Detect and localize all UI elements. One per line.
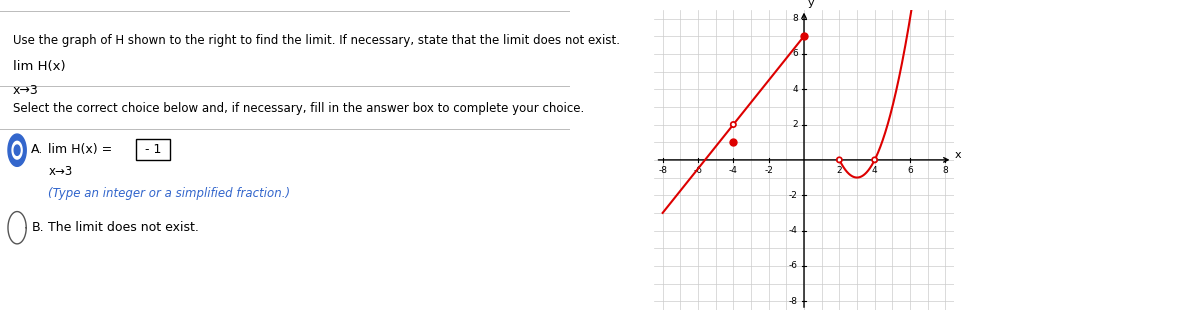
Text: Select the correct choice below and, if necessary, fill in the answer box to com: Select the correct choice below and, if … (12, 102, 583, 115)
Text: 4: 4 (872, 166, 877, 175)
Text: 4: 4 (792, 85, 798, 94)
Polygon shape (12, 141, 22, 159)
Circle shape (732, 123, 736, 126)
Text: 8: 8 (792, 14, 798, 23)
Text: 8: 8 (942, 166, 948, 175)
Text: 6: 6 (792, 49, 798, 58)
Text: lim H(x) =: lim H(x) = (48, 143, 113, 156)
Text: lim H(x): lim H(x) (12, 60, 65, 73)
Circle shape (838, 158, 841, 162)
Text: x→3: x→3 (12, 84, 38, 97)
Text: 2: 2 (836, 166, 842, 175)
Text: - 1: - 1 (145, 143, 162, 156)
Polygon shape (14, 145, 20, 155)
Circle shape (872, 158, 876, 162)
Text: -4: -4 (788, 226, 798, 235)
Text: (Type an integer or a simplified fraction.): (Type an integer or a simplified fractio… (48, 187, 290, 200)
Text: 6: 6 (907, 166, 913, 175)
Text: The limit does not exist.: The limit does not exist. (48, 221, 199, 234)
Text: -4: -4 (728, 166, 738, 175)
Text: -8: -8 (788, 297, 798, 306)
Text: A.: A. (31, 143, 43, 156)
FancyBboxPatch shape (137, 139, 170, 160)
Text: Use the graph of H shown to the right to find the limit. If necessary, state tha: Use the graph of H shown to the right to… (12, 34, 619, 47)
Text: B.: B. (31, 221, 44, 234)
Text: -6: -6 (694, 166, 702, 175)
Text: x→3: x→3 (48, 165, 73, 178)
Text: 2: 2 (792, 120, 798, 129)
Text: x: x (955, 151, 961, 161)
Text: y: y (808, 0, 814, 8)
Polygon shape (8, 134, 26, 166)
Text: -2: -2 (788, 191, 798, 200)
Text: -8: -8 (658, 166, 667, 175)
Text: -6: -6 (788, 261, 798, 270)
Text: -2: -2 (764, 166, 773, 175)
